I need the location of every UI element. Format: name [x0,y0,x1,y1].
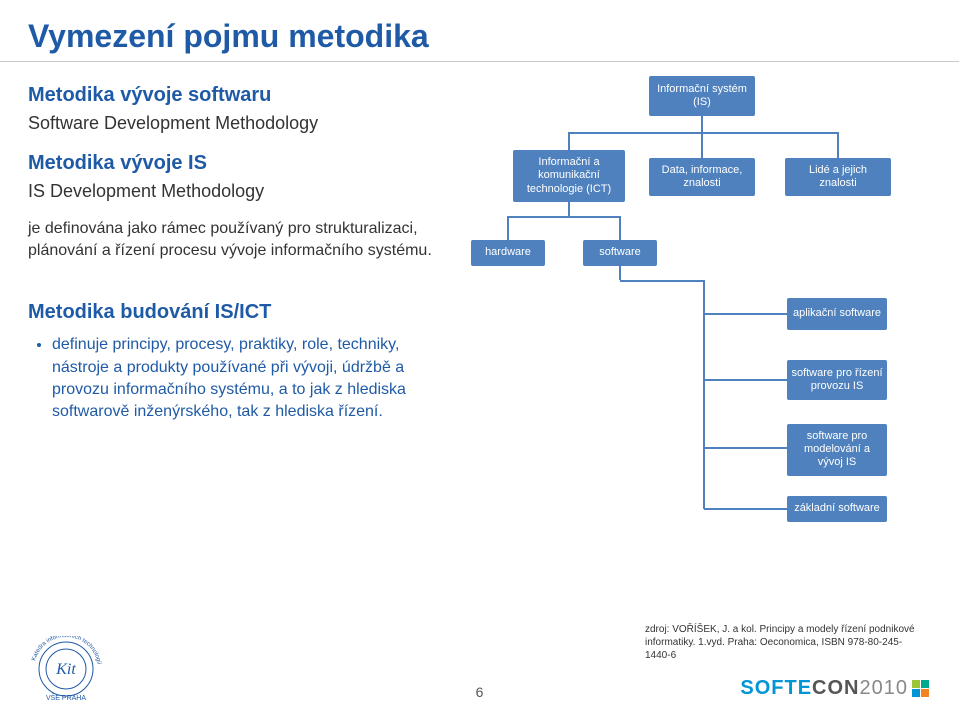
diagram-connector [569,132,838,134]
softecon-text: SOFTECON2010 [740,677,908,700]
section1b-heading-en: IS Development Methodology [28,181,453,202]
hierarchy-diagram: Informační systém (IS) Informační a komun… [471,76,931,556]
section1-heading-en: Software Development Methodology [28,113,453,134]
diagram-connector [619,266,621,280]
logo-year: 2010 [860,677,909,699]
logo-softe: SOFTE [740,677,812,699]
section1-body: je definována jako rámec používaný pro s… [28,218,453,261]
diagram-node-asw: aplikační software [787,298,887,330]
kit-text: Kit [55,661,76,678]
diagram-connector [704,508,788,510]
diagram-node-people: Lidé a jejich znalosti [785,158,891,196]
diagram-connector [837,132,839,158]
page-title: Vymezení pojmu metodika [0,0,959,61]
section2-list-item: definuje principy, procesy, praktiky, ro… [52,334,453,424]
section1-heading-cs: Metodika vývoje softwaru [28,84,453,107]
diagram-connector [568,202,570,216]
diagram-connector [704,447,788,449]
footer: Katedra informačních technologií Kit VŠE… [0,622,959,708]
diagram-connector [508,216,620,218]
section2: Metodika budování IS/ICT definuje princi… [28,301,453,424]
citation: zdroj: VOŘÍŠEK, J. a kol. Principy a mod… [645,623,925,662]
right-column: Informační systém (IS) Informační a komun… [471,76,931,556]
title-underline [0,61,959,62]
section1b-heading-cs: Metodika vývoje IS [28,152,453,175]
kit-vse-text: VŠE PRAHA [46,693,86,702]
diagram-node-ict: Informační a komunikační technologie (IC… [513,150,625,202]
main-content: Metodika vývoje softwaru Software Develo… [0,76,959,556]
diagram-node-provoz: software pro řízení provozu IS [787,360,887,400]
diagram-node-root: Informační systém (IS) [649,76,755,116]
diagram-connector [507,216,509,240]
kit-logo: Katedra informačních technologií Kit VŠE… [26,636,116,702]
diagram-connector [620,280,704,282]
section2-list: definuje principy, procesy, praktiky, ro… [28,334,453,424]
diagram-connector [701,116,703,132]
left-column: Metodika vývoje softwaru Software Develo… [28,76,453,556]
page-number: 6 [476,684,484,700]
diagram-node-data: Data, informace, znalosti [649,158,755,196]
diagram-node-model: software pro modelování a vývoj IS [787,424,887,476]
diagram-connector [704,379,788,381]
diagram-connector [568,132,570,150]
diagram-connector [619,216,621,240]
diagram-node-sw: software [583,240,657,266]
diagram-node-zakl: základní software [787,496,887,522]
diagram-connector [704,313,788,315]
logo-square [921,680,929,688]
diagram-node-hw: hardware [471,240,545,266]
logo-square [912,689,920,697]
logo-square [912,680,920,688]
softecon-logo: SOFTECON2010 [740,677,929,700]
logo-squares [912,680,929,697]
logo-con: CON [812,677,859,699]
section2-heading: Metodika budování IS/ICT [28,301,453,324]
diagram-connector [701,132,703,158]
logo-square [921,689,929,697]
